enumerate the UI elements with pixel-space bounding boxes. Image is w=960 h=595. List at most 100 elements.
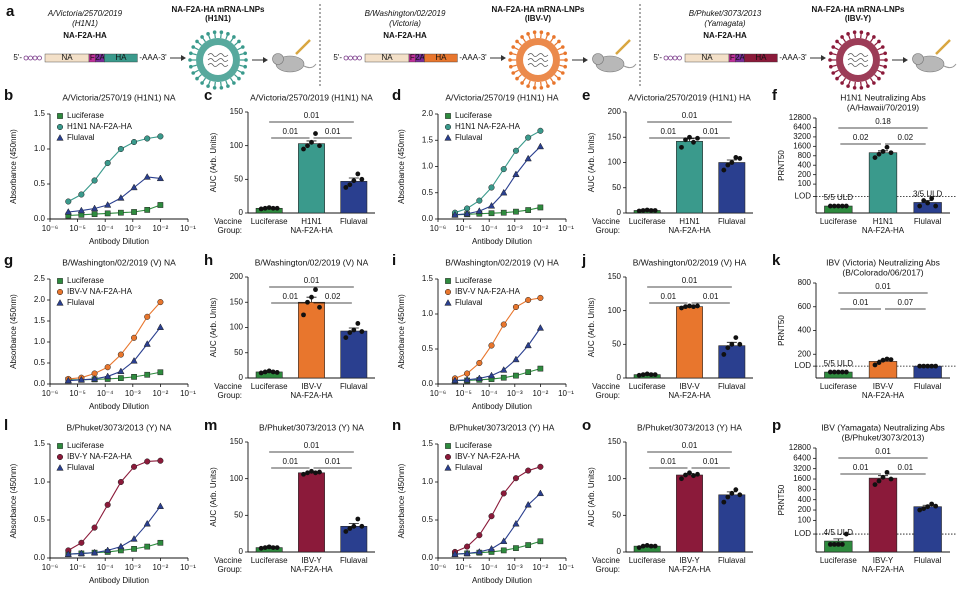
y-tick-label: 1.0 — [422, 162, 434, 171]
category-label: IBV-Y — [679, 556, 700, 565]
p-value: 0.01 — [661, 457, 677, 466]
x-tick-label: 10⁻² — [533, 389, 549, 398]
lipid-head — [877, 76, 881, 81]
data-point — [827, 541, 833, 547]
data-point — [687, 303, 692, 309]
lipid-spike — [511, 52, 517, 56]
data-point — [929, 363, 935, 369]
marker — [500, 374, 507, 381]
mrna — [207, 63, 229, 67]
marker — [90, 548, 99, 556]
legend-label: H1N1 NA-F2A-HA — [455, 122, 521, 131]
group-label: Group: — [218, 391, 242, 400]
lipid-head — [880, 45, 885, 49]
data-point — [347, 330, 353, 335]
data-point — [648, 208, 654, 213]
y-axis-label: Absorbance (450nm) — [9, 129, 18, 204]
marker — [104, 372, 112, 380]
chart-title: A/Victoria/2570/19 (H1N1) HA — [445, 92, 559, 102]
group-label: Group: — [218, 565, 242, 574]
mrna — [527, 58, 549, 62]
lipid-head — [546, 32, 550, 36]
y-tick-label: 2.0 — [34, 295, 46, 304]
segment-label: 2A — [415, 53, 425, 62]
data-point — [729, 490, 735, 496]
data-point — [274, 545, 280, 550]
marker — [131, 334, 138, 341]
category-label: Flulaval — [718, 382, 746, 391]
arrow-head — [501, 55, 506, 61]
data-point — [258, 545, 264, 551]
marker — [144, 207, 151, 213]
segment-label: F — [410, 53, 415, 62]
category-label: Flulaval — [914, 217, 942, 226]
x-tick-label: 10⁻⁵ — [455, 224, 471, 233]
marker — [536, 489, 545, 497]
strain-name: B/Phuket/3073/2013 — [689, 9, 762, 18]
data-point — [884, 356, 890, 362]
lipid-spike — [545, 34, 549, 40]
marker — [64, 376, 72, 384]
marker — [130, 183, 138, 191]
category-label: NA-F2A-HA — [862, 226, 905, 235]
data-point — [695, 471, 700, 477]
y-tick-label: 6400 — [793, 123, 811, 132]
data-point — [880, 474, 886, 480]
y-tick-label: 2.5 — [34, 274, 46, 283]
x-tick-label: 10⁻⁴ — [97, 389, 114, 398]
group-label: Vaccine — [214, 556, 242, 565]
category-label: Luciferase — [820, 217, 857, 226]
data-point — [343, 335, 349, 340]
y-tick-label: 800 — [798, 484, 812, 493]
data-point — [831, 369, 837, 375]
data-point — [872, 362, 878, 368]
legend-marker — [56, 299, 64, 306]
lipid-spike — [833, 46, 839, 51]
y-tick-label: 0.5 — [422, 344, 434, 353]
y-axis-label: AUC (Arb. Units) — [587, 132, 596, 192]
category-label: H1N1 — [301, 217, 322, 226]
error-bar — [833, 538, 844, 542]
y-axis-label: AUC (Arb. Units) — [209, 297, 218, 357]
syringe — [615, 39, 631, 55]
y-axis-label: Absorbance (450nm) — [397, 463, 406, 538]
x-tick-label: 10⁻³ — [125, 563, 141, 572]
panel-label: k — [772, 252, 781, 269]
data-point — [933, 203, 939, 209]
lipid-head — [232, 35, 236, 39]
cap — [37, 55, 42, 61]
panel-label: g — [4, 252, 13, 269]
lipid-head — [539, 30, 544, 35]
lipid-head — [852, 30, 857, 35]
marker — [157, 457, 164, 464]
cap — [668, 55, 673, 61]
lipid-spike — [214, 33, 216, 39]
p-value: 0.02 — [853, 133, 869, 142]
cap — [677, 55, 682, 61]
lipid-head — [560, 71, 565, 75]
lipid-head — [200, 81, 204, 85]
category-label: IBV-V — [873, 382, 894, 391]
data-point — [270, 205, 276, 211]
category-label: NA-F2A-HA — [290, 391, 333, 400]
arrow-head — [181, 55, 186, 61]
x-axis-label: Antibody Dilution — [89, 576, 149, 585]
lipid-spike — [230, 77, 234, 83]
chart-title: B/Phuket/3073/2013 (Y) NA — [67, 422, 172, 432]
x-tick-label: 10⁻⁵ — [455, 563, 471, 572]
lipid-head — [219, 85, 224, 90]
group-label: Group: — [596, 391, 620, 400]
marker — [157, 133, 164, 140]
y-axis-label: Absorbance (450nm) — [9, 294, 18, 369]
lipid-spike — [522, 77, 526, 83]
lipid-head — [212, 85, 217, 90]
lipid-head — [509, 64, 513, 69]
data-point — [317, 304, 322, 310]
mouse-tail — [623, 63, 637, 69]
panel-label: j — [581, 252, 586, 269]
marker — [104, 501, 111, 508]
lipid-head — [508, 58, 512, 62]
marker — [512, 519, 520, 527]
data-point — [652, 543, 658, 549]
lipid-head — [520, 35, 524, 39]
